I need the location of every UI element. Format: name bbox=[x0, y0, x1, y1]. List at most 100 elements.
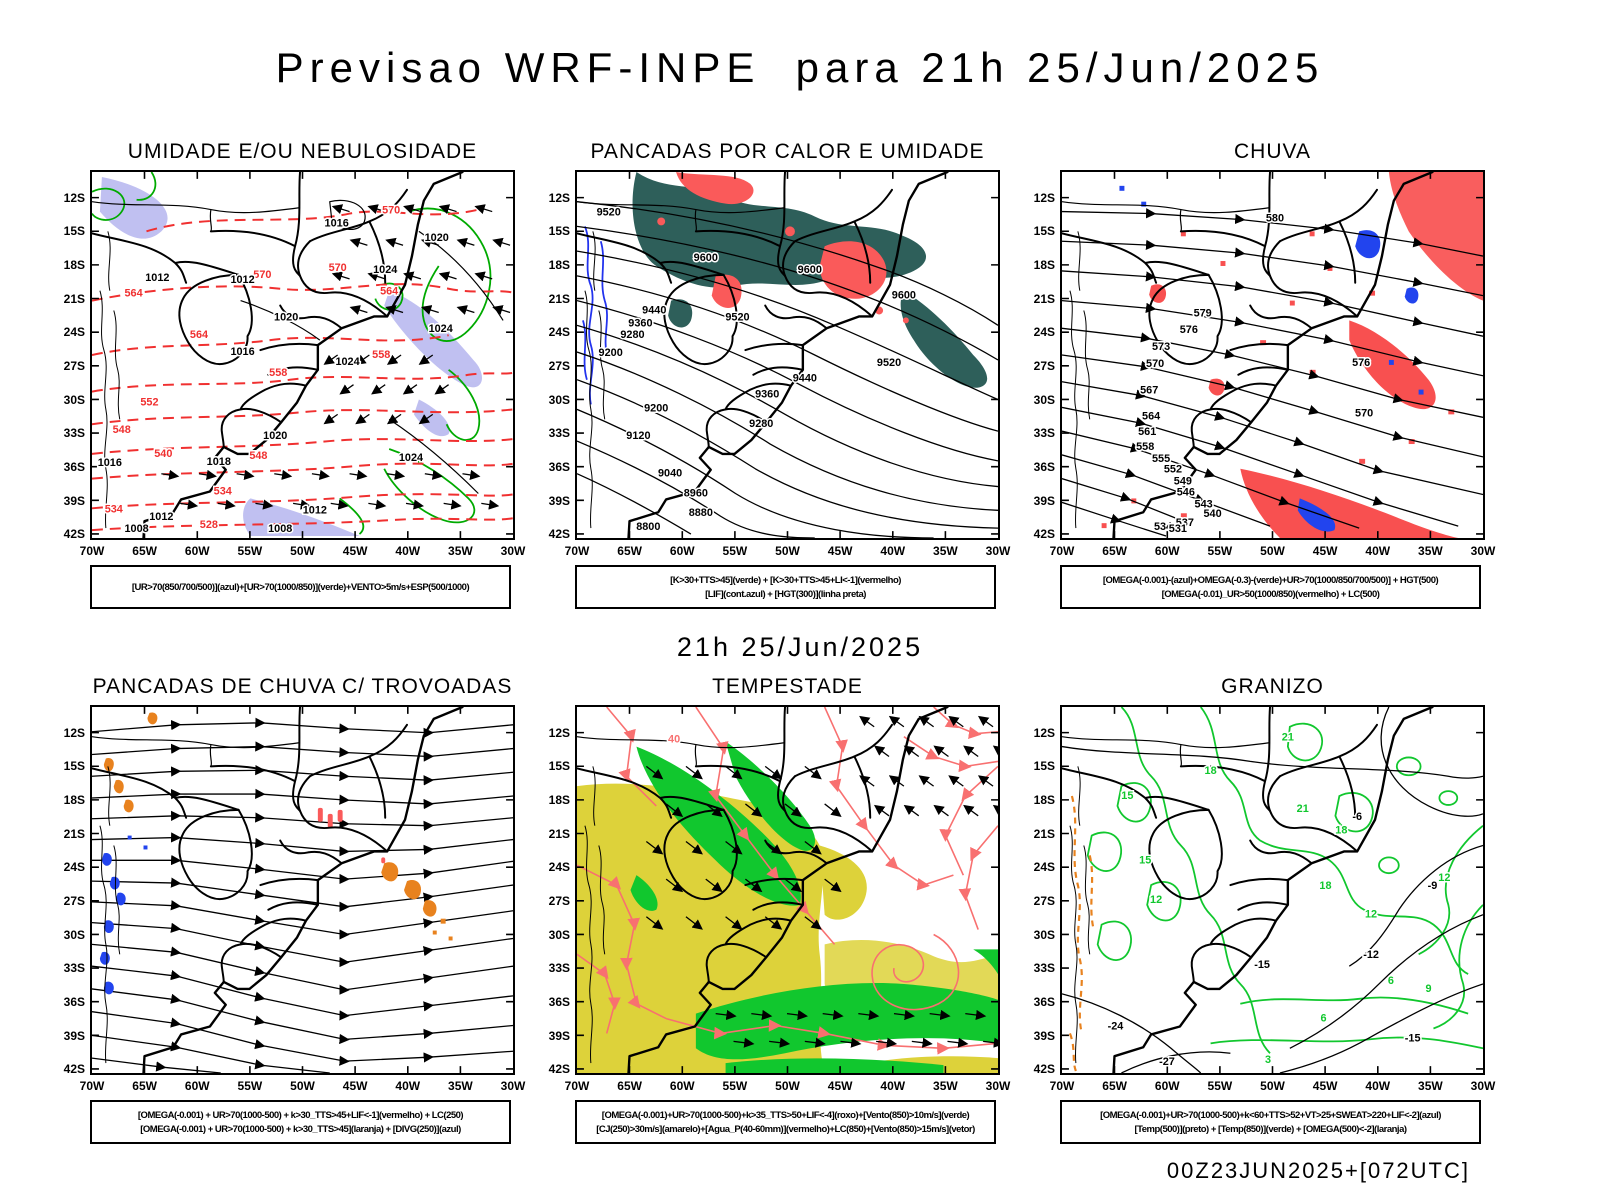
wind-vector bbox=[355, 354, 370, 365]
lat-tick-label: 30S bbox=[548, 392, 570, 407]
wind-vector bbox=[368, 499, 387, 510]
contour-label: 1024 bbox=[429, 323, 453, 335]
lon-tick-label: 60W bbox=[1154, 544, 1180, 558]
wind-vector bbox=[786, 1009, 808, 1021]
contour-label: 528 bbox=[200, 519, 218, 531]
wind-vector bbox=[824, 803, 842, 817]
wind-vector bbox=[948, 775, 964, 787]
lat-tick-label: 36S bbox=[548, 994, 570, 1009]
lat-tick-label: 15S bbox=[548, 759, 570, 774]
lon-tick-label: 50W bbox=[775, 544, 800, 558]
wind-vector bbox=[386, 413, 402, 425]
lat-tick-label: 42S bbox=[548, 527, 570, 542]
legend-line: [OMEGA(-0.001)+UR>70(1000-500)+k>35_TTS>… bbox=[601, 1109, 970, 1121]
lat-tick-label: 21S bbox=[1033, 826, 1055, 841]
contour-label: 9120 bbox=[626, 430, 650, 442]
panel-title-tempestade: TEMPESTADE bbox=[712, 675, 863, 698]
panel-title-chuva: CHUVA bbox=[1234, 140, 1311, 163]
wind-vector bbox=[918, 715, 934, 728]
wind-vector bbox=[311, 469, 330, 480]
lon-tick-label: 45W bbox=[342, 1079, 368, 1093]
wind-vector bbox=[725, 916, 743, 930]
legend-chuva: [OMEGA(-0.001)-(azul)+OMEGA(-0.3)-(verde… bbox=[1060, 565, 1481, 609]
lat-tick-label: 21S bbox=[63, 826, 85, 841]
lat-tick-label: 18S bbox=[1033, 792, 1055, 807]
lat-tick-label: 27S bbox=[548, 893, 570, 908]
lon-tick-label: 65W bbox=[132, 544, 157, 558]
contour-label: 9200 bbox=[599, 347, 623, 359]
lat-tick-label: 42S bbox=[548, 1062, 570, 1077]
contour-label: 1018 bbox=[207, 456, 231, 468]
wind-vector bbox=[715, 1009, 737, 1021]
lat-tick-label: 18S bbox=[548, 257, 570, 272]
wind-vector bbox=[751, 1009, 773, 1021]
wind-vector bbox=[371, 384, 386, 395]
lon-tick-label: 55W bbox=[722, 1079, 748, 1093]
wind-vector bbox=[705, 878, 723, 893]
wind-vector bbox=[918, 775, 934, 787]
wind-vector bbox=[911, 1037, 933, 1048]
lat-tick-label: 30S bbox=[1033, 392, 1055, 407]
contour-label: 1012 bbox=[149, 511, 173, 523]
panel-tempestade: TEMPESTADE 12S 15S 18S 21S 24S 27S 30S 33S 36S 39… bbox=[530, 675, 1011, 1155]
lon-tick-label: 45W bbox=[827, 1079, 853, 1093]
lon-tick-label: 70W bbox=[1049, 1079, 1075, 1093]
lat-tick-label: 12S bbox=[63, 190, 85, 205]
contour-label: 580 bbox=[1266, 212, 1284, 224]
wind-vector bbox=[873, 804, 890, 817]
wind-vector bbox=[859, 715, 875, 728]
map-tempestade: TEMPESTADE 12S 15S 18S 21S 24S 27S 30S 33S 36S 39… bbox=[549, 675, 1011, 1093]
contour-label: 570 bbox=[253, 269, 271, 281]
contour-label: 9520 bbox=[877, 357, 901, 369]
wind-vector bbox=[784, 878, 802, 893]
trovoadas-map-svg bbox=[92, 707, 513, 1073]
contour-label: 18 bbox=[1205, 765, 1217, 777]
wind-vector bbox=[217, 499, 236, 510]
lat-tick-label: 33S bbox=[1033, 426, 1055, 441]
lon-tick-label: 45W bbox=[827, 544, 853, 558]
contour-label: 570 bbox=[329, 262, 347, 274]
contour-label: 8880 bbox=[689, 507, 713, 519]
wind-vector bbox=[685, 916, 703, 930]
legend-line: [OMEGA(-0.001) + UR>70(1000-500) + k>30_… bbox=[137, 1109, 464, 1121]
lon-tick-label: 30W bbox=[500, 1079, 526, 1093]
wind-vector bbox=[474, 271, 493, 282]
lon-tick-label: 30W bbox=[500, 544, 526, 558]
lat-tick-label: 36S bbox=[548, 459, 570, 474]
lat-tick-label: 24S bbox=[1033, 325, 1055, 340]
lat-tick-label: 27S bbox=[63, 358, 85, 373]
wind-vector bbox=[745, 803, 763, 817]
lon-tick-label: 55W bbox=[237, 544, 263, 558]
lon-tick-label: 55W bbox=[722, 544, 748, 558]
contour-label: 570 bbox=[1355, 407, 1373, 419]
lat-tick-label: 30S bbox=[1033, 927, 1055, 942]
wind-vector bbox=[764, 916, 783, 930]
wind-vector bbox=[769, 1037, 791, 1048]
wind-vector bbox=[903, 804, 920, 817]
wind-vector bbox=[685, 765, 703, 780]
wind-vector bbox=[804, 1037, 826, 1048]
lat-tick-label: 36S bbox=[63, 994, 85, 1009]
wind-vector bbox=[367, 271, 386, 282]
map-pancadas-calor: PANCADAS POR CALOR E UMIDADE 12S 15S 18S 21… bbox=[549, 140, 1011, 558]
contour-label: 534 bbox=[105, 503, 123, 515]
lat-tick-label: 42S bbox=[63, 1062, 85, 1077]
contour-label: 548 bbox=[113, 424, 131, 436]
contour-label: 9520 bbox=[597, 207, 621, 219]
lat-tick-label: 18S bbox=[63, 792, 85, 807]
wind-vector bbox=[323, 413, 339, 425]
wind-vector bbox=[725, 765, 743, 780]
wind-vector bbox=[948, 715, 964, 728]
lon-tick-label: 40W bbox=[880, 1079, 906, 1093]
contour-label: -9 bbox=[1428, 880, 1438, 892]
legend-pancadas-calor: [K>30+TTS>45](verde) + [K>30+TTS>45+LI<-… bbox=[575, 565, 996, 609]
contour-label: 9200 bbox=[644, 402, 668, 414]
lon-tick-label: 50W bbox=[290, 1079, 315, 1093]
lon-tick-label: 60W bbox=[669, 544, 695, 558]
lon-tick-label: 40W bbox=[395, 1079, 421, 1093]
wind-vector bbox=[963, 804, 979, 817]
contour-label: 579 bbox=[1194, 307, 1212, 319]
wind-vector bbox=[420, 305, 439, 315]
contour-label: 576 bbox=[1352, 357, 1370, 369]
contour-label: 1012 bbox=[145, 272, 169, 284]
